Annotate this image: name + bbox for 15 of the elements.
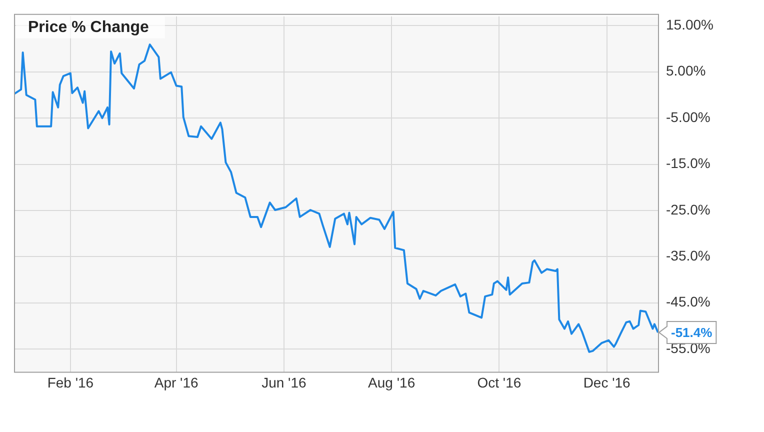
chart-title: Price % Change: [28, 18, 150, 36]
x-tick-label: Aug '16: [368, 374, 416, 390]
x-tick-label: Feb '16: [47, 374, 94, 390]
y-tick-label: -35.0%: [666, 248, 710, 264]
annotation: -51.4%: [671, 325, 713, 340]
y-tick-label: 15.00%: [666, 16, 714, 32]
x-tick-label: Apr '16: [154, 374, 198, 390]
y-tick-label: 5.00%: [666, 62, 706, 79]
x-tick-label: Jun '16: [262, 374, 307, 390]
y-tick-label: -5.00%: [666, 108, 710, 125]
y-tick-label: -45.0%: [666, 294, 710, 310]
y-tick-label: -15.0%: [666, 155, 710, 172]
x-tick-label: Oct '16: [477, 374, 522, 390]
y-tick-label: -25.0%: [666, 201, 710, 218]
x-tick-label: Dec '16: [583, 374, 631, 390]
